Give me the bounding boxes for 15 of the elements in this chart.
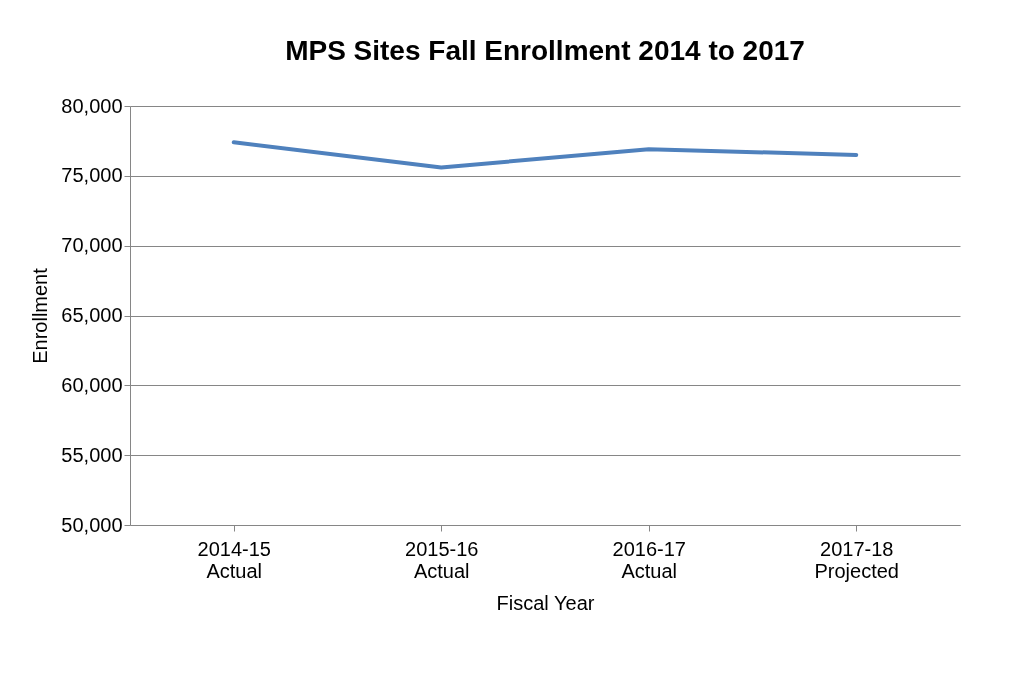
x-tick-label: 2016-17 Actual bbox=[612, 537, 686, 582]
y-tick-label: 65,000 bbox=[61, 304, 123, 326]
y-axis-title: Enrollment bbox=[29, 267, 52, 364]
x-tick-label: 2014-15 Actual bbox=[197, 537, 271, 582]
chart-title: MPS Sites Fall Enrollment 2014 to 2017 bbox=[285, 35, 805, 66]
x-tick-label: 2015-16 Actual bbox=[405, 537, 479, 582]
x-axis-title: Fiscal Year bbox=[496, 591, 595, 614]
y-tick-label: 55,000 bbox=[61, 443, 123, 466]
line-series bbox=[231, 140, 859, 170]
y-tick-label: 80,000 bbox=[61, 94, 123, 117]
y-tick-label: 75,000 bbox=[61, 164, 123, 187]
y-tick-label: 70,000 bbox=[61, 234, 123, 257]
y-tick-label: 50,000 bbox=[61, 513, 123, 536]
y-tick-label: 60,000 bbox=[61, 373, 123, 396]
x-tick-label: 2017-18 Projected bbox=[814, 537, 899, 582]
